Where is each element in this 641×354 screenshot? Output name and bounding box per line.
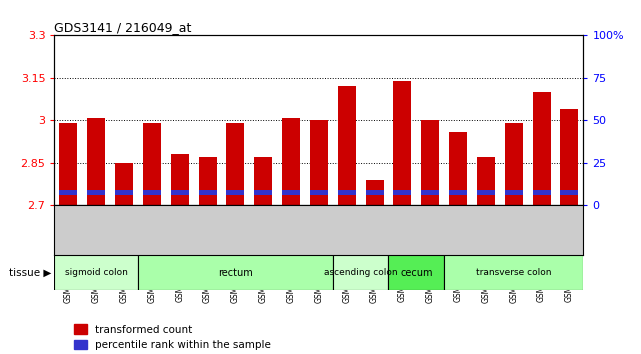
Bar — [444, 255, 583, 290]
Bar — [333, 255, 388, 290]
Text: tissue ▶: tissue ▶ — [9, 268, 51, 278]
Bar — [87, 190, 105, 195]
Bar — [171, 190, 189, 195]
Bar — [54, 255, 138, 290]
Bar — [533, 92, 551, 205]
Bar — [388, 255, 444, 290]
Bar — [421, 120, 439, 205]
Bar — [421, 190, 439, 195]
Legend: transformed count, percentile rank within the sample: transformed count, percentile rank withi… — [71, 320, 276, 354]
Bar — [282, 190, 300, 195]
Bar — [365, 180, 383, 205]
Bar — [394, 190, 412, 195]
Bar — [60, 123, 78, 205]
Bar — [560, 190, 578, 195]
Bar — [254, 157, 272, 205]
Bar — [504, 190, 523, 195]
Bar — [477, 157, 495, 205]
Bar — [282, 118, 300, 205]
Text: cecum: cecum — [400, 268, 433, 278]
Text: sigmoid colon: sigmoid colon — [65, 268, 128, 277]
Text: transverse colon: transverse colon — [476, 268, 551, 277]
Bar — [115, 163, 133, 205]
Bar — [87, 118, 105, 205]
Bar — [310, 120, 328, 205]
Bar — [143, 190, 161, 195]
Bar — [199, 157, 217, 205]
Bar — [394, 81, 412, 205]
Bar — [60, 190, 78, 195]
Bar — [533, 190, 551, 195]
Bar — [449, 132, 467, 205]
Bar — [254, 190, 272, 195]
Text: ascending colon: ascending colon — [324, 268, 397, 277]
Bar — [138, 255, 333, 290]
Bar — [365, 190, 383, 195]
Text: GDS3141 / 216049_at: GDS3141 / 216049_at — [54, 21, 192, 34]
Bar — [226, 190, 244, 195]
Text: rectum: rectum — [218, 268, 253, 278]
Bar — [504, 123, 523, 205]
Bar — [143, 123, 161, 205]
Bar — [226, 123, 244, 205]
Bar — [338, 190, 356, 195]
Bar — [338, 86, 356, 205]
Bar — [171, 154, 189, 205]
Bar — [310, 190, 328, 195]
Bar — [477, 190, 495, 195]
Bar — [199, 190, 217, 195]
Bar — [449, 190, 467, 195]
Bar — [560, 109, 578, 205]
Bar — [115, 190, 133, 195]
